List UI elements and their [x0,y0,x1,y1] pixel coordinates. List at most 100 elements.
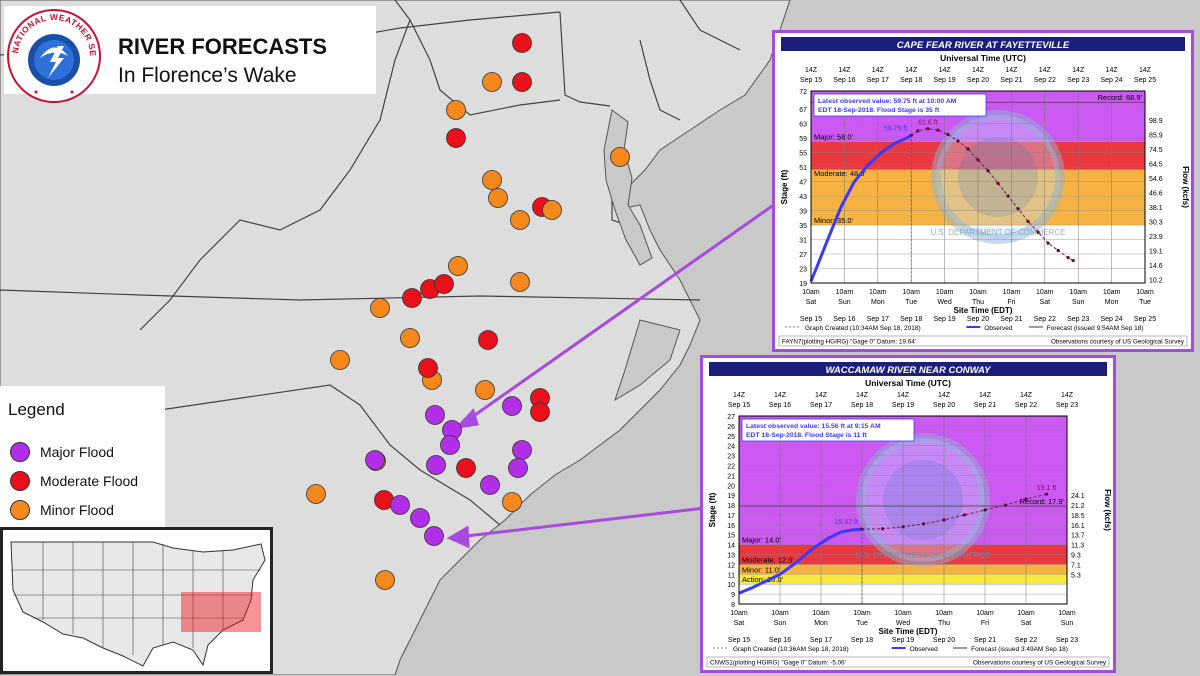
y-tick-label: 17 [727,513,735,520]
gauge-marker-major [508,458,528,478]
local-date-label: Sep 16 [833,316,855,323]
utc-tick-label: 14Z [905,67,918,74]
utc-tick-label: 14Z [774,392,787,399]
graph-created-text: Graph Created (10:34AM Sep 18, 2018) [805,325,921,332]
utc-tick-label: 14Z [1020,392,1033,399]
utc-tick-label: 14Z [1139,67,1152,74]
utc-date-label: Sep 15 [800,77,822,84]
flood-category-label: Moderate: 48.0' [814,169,866,178]
latest-observed-label: 59.75 ft [884,125,907,132]
gauge-marker-moderate [512,33,532,53]
flow-tick-label: 98.9 [1149,118,1163,125]
local-date-label: Sep 20 [933,637,955,644]
forecast-point [880,527,885,531]
gauge-marker-moderate [456,458,476,478]
chart-title: WACCAMAW RIVER NEAR CONWAY [825,365,992,376]
gauge-marker-minor [330,350,350,370]
forecast-point [962,513,967,517]
record-label: Record: 68.9' [1098,93,1143,102]
y-tick-label: 27 [799,252,807,259]
local-date-label: Sep 15 [800,316,822,323]
local-day-label: Sat [806,299,817,306]
local-time-label: 10am [969,289,987,296]
footer-credit: Observations courtesy of US Geological S… [1051,339,1185,346]
local-day-label: Tue [856,620,868,627]
right-axis-title: Flow (kcfs) [1181,166,1190,208]
flow-tick-label: 13.7 [1071,533,1085,540]
forecast-point [1006,194,1010,198]
gauge-marker-moderate [418,358,438,378]
top-axis-title: Universal Time (UTC) [940,53,1026,63]
page-title: RIVER FORECASTS [118,34,328,59]
forecast-point [901,525,905,529]
utc-date-label: Sep 20 [967,77,989,84]
flood-category-label: Major: 58.0' [814,133,854,142]
latest-observation-text: Latest observed value: 59.75 ft at 10:00… [818,98,957,105]
gauge-marker-minor [510,210,530,230]
latest-observed-label: 15.62 ft [835,519,858,526]
local-time-label: 10am [869,289,887,296]
local-date-label: Sep 15 [728,637,750,644]
gauge-marker-moderate [402,288,422,308]
footer-datum: FAYN7(plotting HGIRG) "Gage 0" Datum: 19… [782,339,916,346]
flood-category-label: Minor: 11.0' [742,565,781,574]
utc-tick-label: 14Z [938,392,951,399]
bottom-axis-title: Site Time (EDT) [879,627,938,636]
local-time-label: 10am [853,610,871,617]
forecast-point [996,181,1000,185]
gauge-marker-minor [375,570,395,590]
legend-item-major: Major Flood [10,442,114,462]
flow-tick-label: 10.2 [1149,277,1163,284]
noaa-watermark-inner [883,460,963,540]
y-tick-label: 27 [727,414,735,421]
utc-date-label: Sep 18 [851,402,873,409]
forecast-point [1056,248,1060,252]
flow-tick-label: 5.3 [1071,572,1081,579]
gauge-marker-moderate [434,274,454,294]
y-tick-label: 11 [728,572,735,579]
us-locator-map [3,530,270,671]
flow-tick-label: 38.1 [1149,205,1163,212]
flow-tick-label: 21.2 [1071,503,1085,510]
local-day-label: Mon [814,620,828,627]
gauge-marker-moderate [446,128,466,148]
utc-tick-label: 14Z [1061,392,1074,399]
utc-date-label: Sep 19 [934,77,956,84]
utc-tick-label: 14Z [1005,67,1018,74]
y-tick-label: 23 [799,267,807,274]
utc-date-label: Sep 17 [810,402,832,409]
local-day-label: Sat [1021,620,1032,627]
local-date-label: Sep 25 [1134,316,1156,323]
local-day-label: Tue [1139,299,1151,306]
y-tick-label: 59 [799,136,807,143]
forecast-point [1024,497,1028,501]
y-tick-label: 67 [799,107,807,114]
flow-tick-label: 23.9 [1149,234,1163,241]
legend-label-moderate: Moderate Flood [40,473,139,489]
noaa-watermark-text: U.S. DEPARTMENT OF COMMERCE [855,551,990,560]
gauge-marker-major [390,495,410,515]
noaa-watermark-text: U.S. DEPARTMENT OF COMMERCE [930,228,1065,237]
local-time-label: 10am [1017,610,1035,617]
forecast-point [1066,256,1070,260]
local-date-label: Sep 22 [1015,637,1037,644]
local-date-label: Sep 23 [1056,637,1078,644]
connector-arrows [446,195,786,549]
local-date-label: Sep 18 [851,637,873,644]
local-date-label: Sep 21 [974,637,996,644]
local-day-label: Fri [1007,299,1016,306]
flow-tick-label: 16.1 [1071,523,1085,530]
flow-tick-label: 54.6 [1149,176,1163,183]
hydrograph-waccamaw: WACCAMAW RIVER NEAR CONWAY Universal Time… [700,355,1116,673]
moderate-flood-swatch [10,471,30,491]
legend-title: Legend [8,400,65,419]
land-mass [0,0,791,675]
gauge-marker-moderate [530,402,550,422]
y-tick-label: 31 [799,238,807,245]
y-tick-label: 10 [727,582,735,589]
major-flood-swatch [10,442,30,462]
forecast-point [986,169,990,173]
page-subtitle: In Florence’s Wake [118,64,297,87]
footer-datum: CNWS1(plotting HGIRG) "Gage 0" Datum: -5… [710,660,846,667]
utc-date-label: Sep 18 [900,77,922,84]
